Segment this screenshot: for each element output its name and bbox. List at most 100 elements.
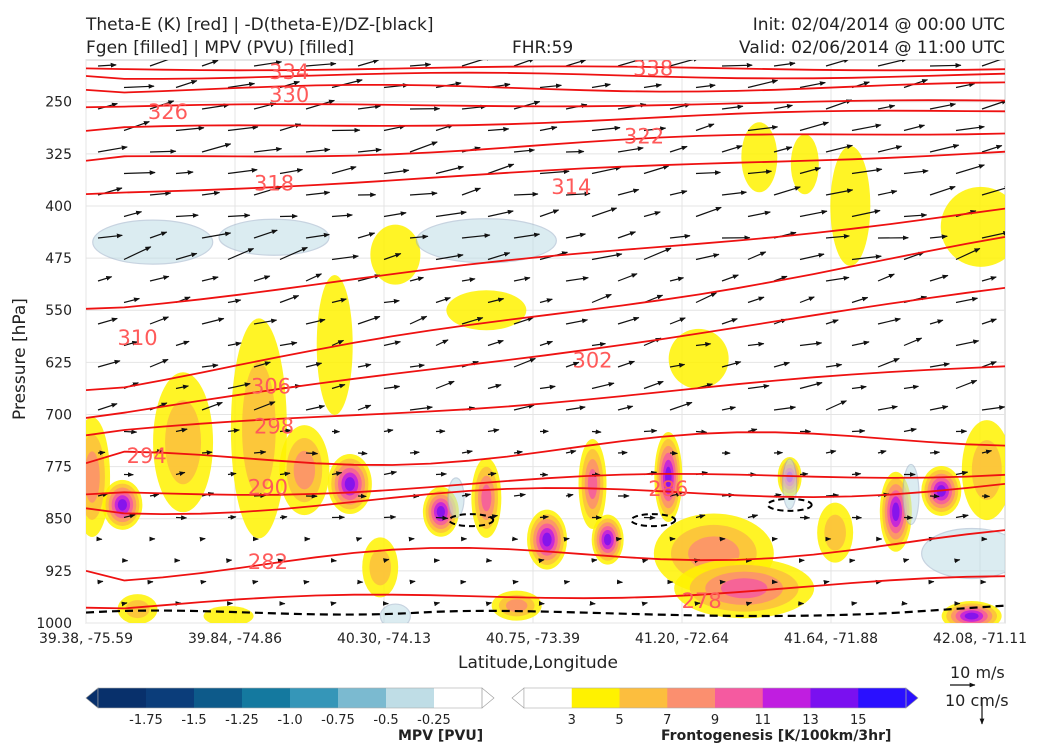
x-tick-label: 40.75, -73.39 [486,631,580,647]
wind-vector [175,80,198,89]
wind-vector [591,342,607,347]
wind-vector [433,601,441,607]
x-tick-label: 39.84, -74.86 [188,631,282,647]
wind-vector [825,319,839,325]
colorbar-segment [762,688,811,708]
wind-vector [851,601,858,606]
wind-vector [903,384,920,390]
theta-e-line [86,483,1005,516]
valid-time: Valid: 02/06/2014 @ 11:00 UTC [739,38,1005,58]
wind-vector [669,233,691,239]
wind-vector [461,316,484,325]
wind-vector [357,104,382,110]
wind-vector [929,450,941,456]
wind-vector [461,492,472,498]
wind-vector [825,144,853,153]
colorbar-segment [98,688,147,708]
wind-vector [149,492,160,498]
wind-vector [591,558,598,563]
wind-vector [565,405,586,411]
mpv-colorbar: -1.75 -1.5 -1.25 -1.0 -0.75 -0.5 -0.25 [85,687,495,728]
wind-vector [435,253,464,261]
wind-vector [669,317,686,325]
wind-vector [227,298,242,304]
wind-vector [747,341,765,347]
wind-vector [487,428,500,433]
wind-vector [669,363,686,368]
wind-vector [929,186,956,196]
wind-vector [461,233,491,239]
theta-e-label: 318 [254,172,294,196]
wind-vector [227,247,255,261]
y-tick-label: 400 [45,199,72,215]
wind-vector [175,340,190,347]
wind-vector [485,601,493,607]
wind-vector [487,297,505,304]
wind-vector [487,163,515,175]
wind-vector [513,191,539,197]
wind-vector [929,102,957,110]
theta-e-line [86,287,1005,419]
wind-vector [305,404,326,411]
theta-e-line [86,99,1005,109]
fgen-fill [505,599,528,613]
wind-vector [513,450,523,455]
y-tick-label: 775 [45,460,72,476]
wind-vector [331,471,343,476]
colorbar-segment [434,688,483,708]
wind-vector [825,400,847,411]
wind-vector [461,277,476,283]
wind-vector [591,429,602,435]
wind-vector [955,125,985,132]
wind-vector [773,493,782,498]
colorbar-tick-label: 3 [568,713,576,728]
wind-vector [981,405,1005,411]
wind-vector [513,100,541,110]
theta-e-line [86,472,1005,496]
wind-vector [695,83,716,89]
wind-vector [591,293,612,304]
fgen-fill [316,274,353,415]
fgen-fill [665,466,672,488]
colorbar-tick-label: 11 [754,713,771,728]
wind-vector [175,213,199,218]
wind-vector [487,471,497,477]
wind-vector [539,209,560,218]
chart-title-line1: Theta-E (K) [red] | -D(theta-E)/DZ-[blac… [86,15,434,35]
wind-vector [981,99,1005,110]
wind-vector [357,363,372,368]
vertical-velocity-key: 10 cm/s [945,691,1009,710]
wind-vector [435,380,455,390]
wind-vector [409,405,433,411]
chart-title-line2: Fgen [filled] | MPV (PVU) [filled] [86,38,355,58]
colorbar-tip [511,687,525,709]
wind-vector [799,121,830,132]
wind-vector [253,401,276,411]
wind-vector [409,62,432,68]
fgen-fill [165,400,202,485]
wind-vector [97,62,117,68]
wind-vector [227,471,237,477]
wind-vector [929,362,950,368]
wind-vector [253,361,271,368]
wind-vector [643,211,661,218]
wind-vector [851,167,883,175]
wind-vector [279,471,291,477]
wind-vector [435,471,447,477]
wind-vector [877,145,903,153]
wind-vector [643,126,667,132]
wind-vector [331,339,345,347]
wind-vector [97,276,113,282]
theta-e-contours [86,65,1005,610]
wind-vector [409,363,425,369]
dtheta-dz-contours [86,497,1005,618]
wind-vector [591,82,611,89]
wind-vector [331,165,357,175]
y-tick-label: 625 [45,355,72,371]
wind-vector [981,361,997,368]
wind-vector [902,558,910,563]
wind-vector [253,318,278,325]
wind-vector [851,296,869,304]
wind-vector [695,123,715,132]
